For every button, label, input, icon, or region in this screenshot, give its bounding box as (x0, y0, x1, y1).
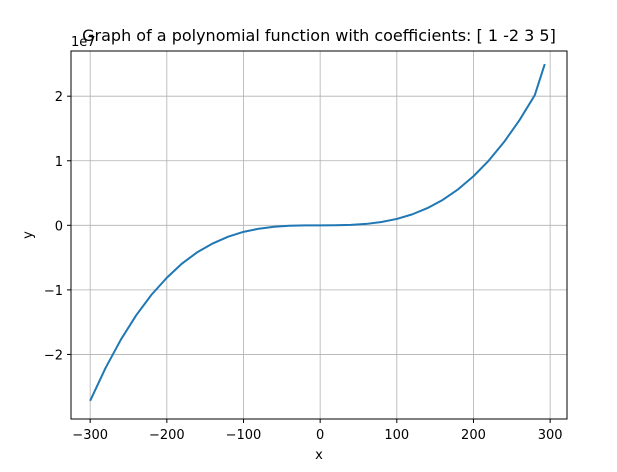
x-tick-label: −100 (226, 428, 262, 443)
grid (71, 51, 567, 419)
x-tick-label: 0 (316, 428, 324, 443)
y-tick-label: −2 (44, 348, 63, 363)
x-tick-label: 200 (461, 428, 486, 443)
chart-title: Graph of a polynomial function with coef… (82, 26, 556, 45)
y-tick-label: −1 (44, 284, 63, 299)
ticks: −300 −200 −100 0 100 200 300 −2 −1 0 1 2 (44, 90, 563, 443)
x-tick-label: 100 (384, 428, 409, 443)
x-tick-label: −200 (149, 428, 185, 443)
y-tick-label: 1 (55, 155, 63, 170)
plot-frame (70, 50, 568, 420)
plot-lines (89, 63, 546, 402)
y-axis-label: y (21, 231, 36, 239)
y-tick-label: 2 (55, 90, 63, 105)
series-line (89, 63, 546, 402)
x-tick-label: 300 (538, 428, 563, 443)
y-tick-label: 0 (55, 219, 63, 234)
x-tick-label: −300 (72, 428, 108, 443)
x-axis-label: x (315, 448, 323, 463)
y-offset-label: 1e7 (71, 35, 96, 50)
